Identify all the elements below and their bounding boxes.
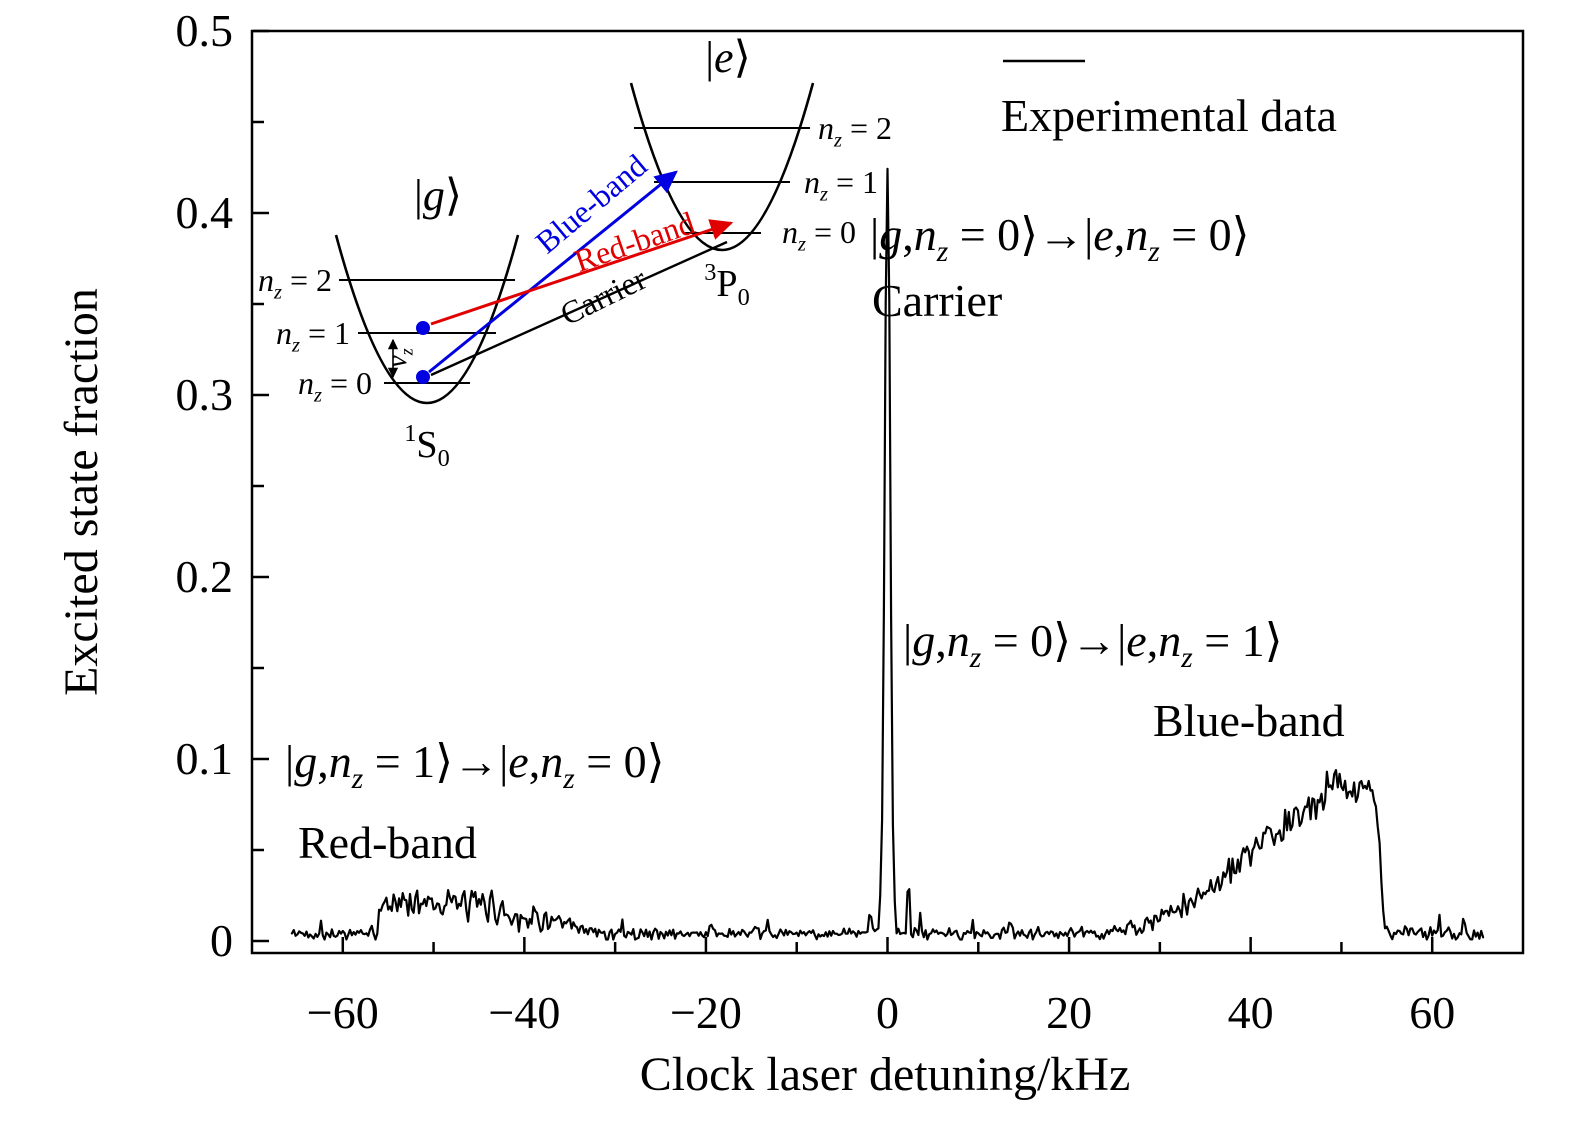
x-tick-label: −40 <box>488 987 560 1038</box>
atom-dot-nz0 <box>416 370 430 384</box>
experimental-data-trace <box>290 167 1485 941</box>
axis-ticks <box>253 29 1434 952</box>
red-band-name-label: Red-band <box>298 817 477 868</box>
y-tick-labels: 0 0.1 0.2 0.3 0.4 0.5 <box>176 5 234 966</box>
legend: Experimental data <box>1001 59 1337 141</box>
x-tick-label: 0 <box>876 987 899 1038</box>
y-tick-label: 0.2 <box>176 551 234 602</box>
legend-label: Experimental data <box>1001 90 1337 141</box>
inset-level-diagram: |g⟩ |e⟩ 1S0 3P0 nz = 2 nz = 1 nz = 0 nz … <box>258 33 892 472</box>
x-axis-label: Clock laser detuning/kHz <box>640 1048 1131 1101</box>
x-tick-label: 40 <box>1228 987 1274 1038</box>
ground-well-curve <box>334 234 520 404</box>
atom-dot-nz1 <box>416 321 430 335</box>
red-band-arrow <box>430 219 734 326</box>
ground-level-label-nz2: nz = 2 <box>258 262 332 304</box>
carrier-transition-label: |g,nz = 0⟩→|e,nz = 0⟩ <box>870 209 1250 268</box>
carrier-transition-line <box>430 240 728 377</box>
blue-band-name-label: Blue-band <box>1153 695 1345 746</box>
excited-state-ket: |e⟩ <box>705 33 751 82</box>
excited-level-label-nz1: nz = 1 <box>804 164 878 206</box>
ground-term-symbol: 1S0 <box>404 420 449 472</box>
excited-well-curve <box>629 82 815 251</box>
y-tick-label: 0.3 <box>176 369 234 420</box>
ground-level-label-nz1: nz = 1 <box>276 315 350 357</box>
blue-transition-label: |g,nz = 0⟩→|e,nz = 1⟩ <box>903 615 1283 674</box>
y-tick-label: 0.4 <box>176 187 234 238</box>
excited-level-label-nz2: nz = 2 <box>818 110 892 152</box>
y-tick-label: 0 <box>210 915 233 966</box>
red-transition-label: |g,nz = 1⟩→|e,nz = 0⟩ <box>285 736 665 795</box>
ground-state-ket: |g⟩ <box>414 171 462 220</box>
x-tick-label: 20 <box>1046 987 1092 1038</box>
plot-area: −60 −40 −20 0 20 40 60 0 0.1 0.2 0.3 0.4 0.5 <box>176 5 1525 1038</box>
y-tick-label: 0.5 <box>176 5 234 56</box>
plot-border <box>250 29 1525 955</box>
x-tick-label: 60 <box>1409 987 1455 1038</box>
ground-level-label-nz0: nz = 0 <box>298 365 372 407</box>
blue-band-arrow <box>428 170 678 374</box>
x-tick-label: −20 <box>670 987 742 1038</box>
trap-frequency-label: vz <box>382 348 417 367</box>
y-tick-label: 0.1 <box>176 733 234 784</box>
carrier-name-label: Carrier <box>872 275 1002 326</box>
x-tick-label: −60 <box>307 987 379 1038</box>
excited-term-symbol: 3P0 <box>704 259 749 311</box>
y-axis-label: Excited state fraction <box>55 288 108 696</box>
x-tick-labels: −60 −40 −20 0 20 40 60 <box>307 987 1455 1038</box>
excited-level-label-nz0: nz = 0 <box>782 214 856 256</box>
